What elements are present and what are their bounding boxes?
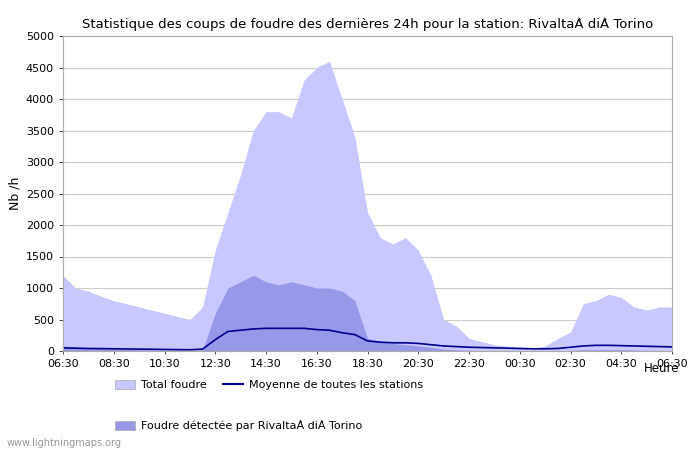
Legend: Foudre détectée par RivaltaÀ diÀ Torino: Foudre détectée par RivaltaÀ diÀ Torin… [111, 415, 366, 436]
Y-axis label: Nb /h: Nb /h [8, 177, 22, 210]
Legend: Total foudre, Moyenne de toutes les stations: Total foudre, Moyenne de toutes les stat… [111, 376, 427, 395]
Text: Heure: Heure [643, 362, 679, 375]
Text: www.lightningmaps.org: www.lightningmaps.org [7, 438, 122, 448]
Title: Statistique des coups de foudre des dernières 24h pour la station: RivaltaÀ diA: Statistique des coups de foudre des dern… [82, 17, 653, 31]
